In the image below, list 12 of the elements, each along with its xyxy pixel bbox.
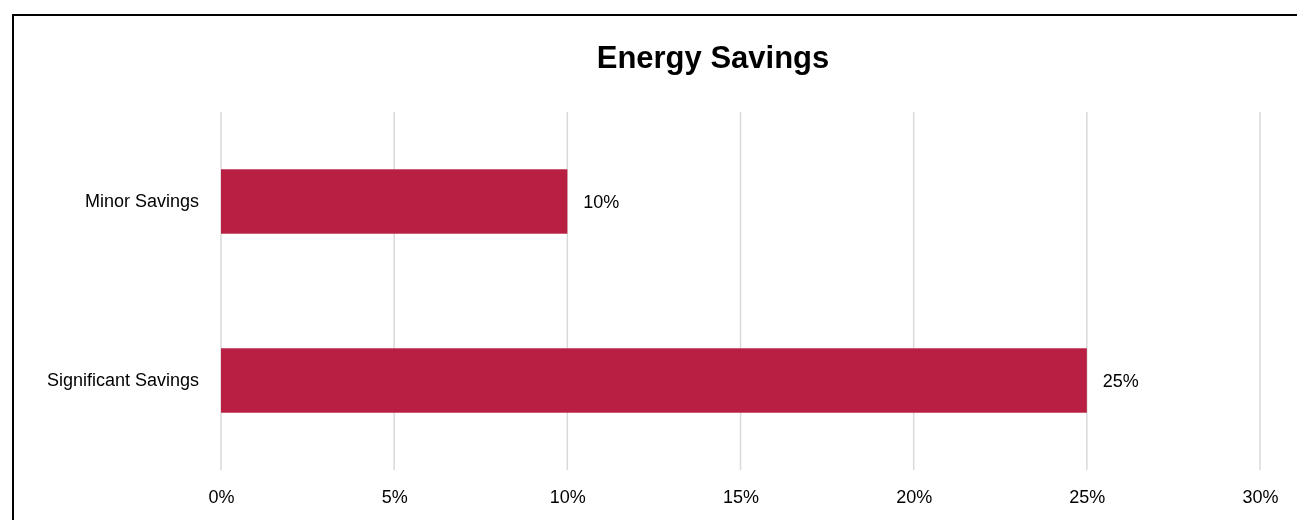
data-label: 25% (1102, 370, 1139, 391)
x-tick-label: 30% (1242, 486, 1279, 507)
x-tick-label: 0% (208, 486, 235, 507)
x-tick-label: 20% (896, 486, 933, 507)
x-tick-label: 15% (722, 486, 760, 507)
chart-title: Energy Savings (596, 40, 830, 75)
y-tick-label: Significant Savings (46, 370, 199, 391)
data-label: 10% (583, 191, 620, 212)
x-tick-label: 5% (381, 486, 408, 507)
y-tick-label: Minor Savings (84, 191, 199, 212)
x-tick-label: 25% (1069, 486, 1106, 507)
x-tick-label: 10% (549, 486, 586, 507)
